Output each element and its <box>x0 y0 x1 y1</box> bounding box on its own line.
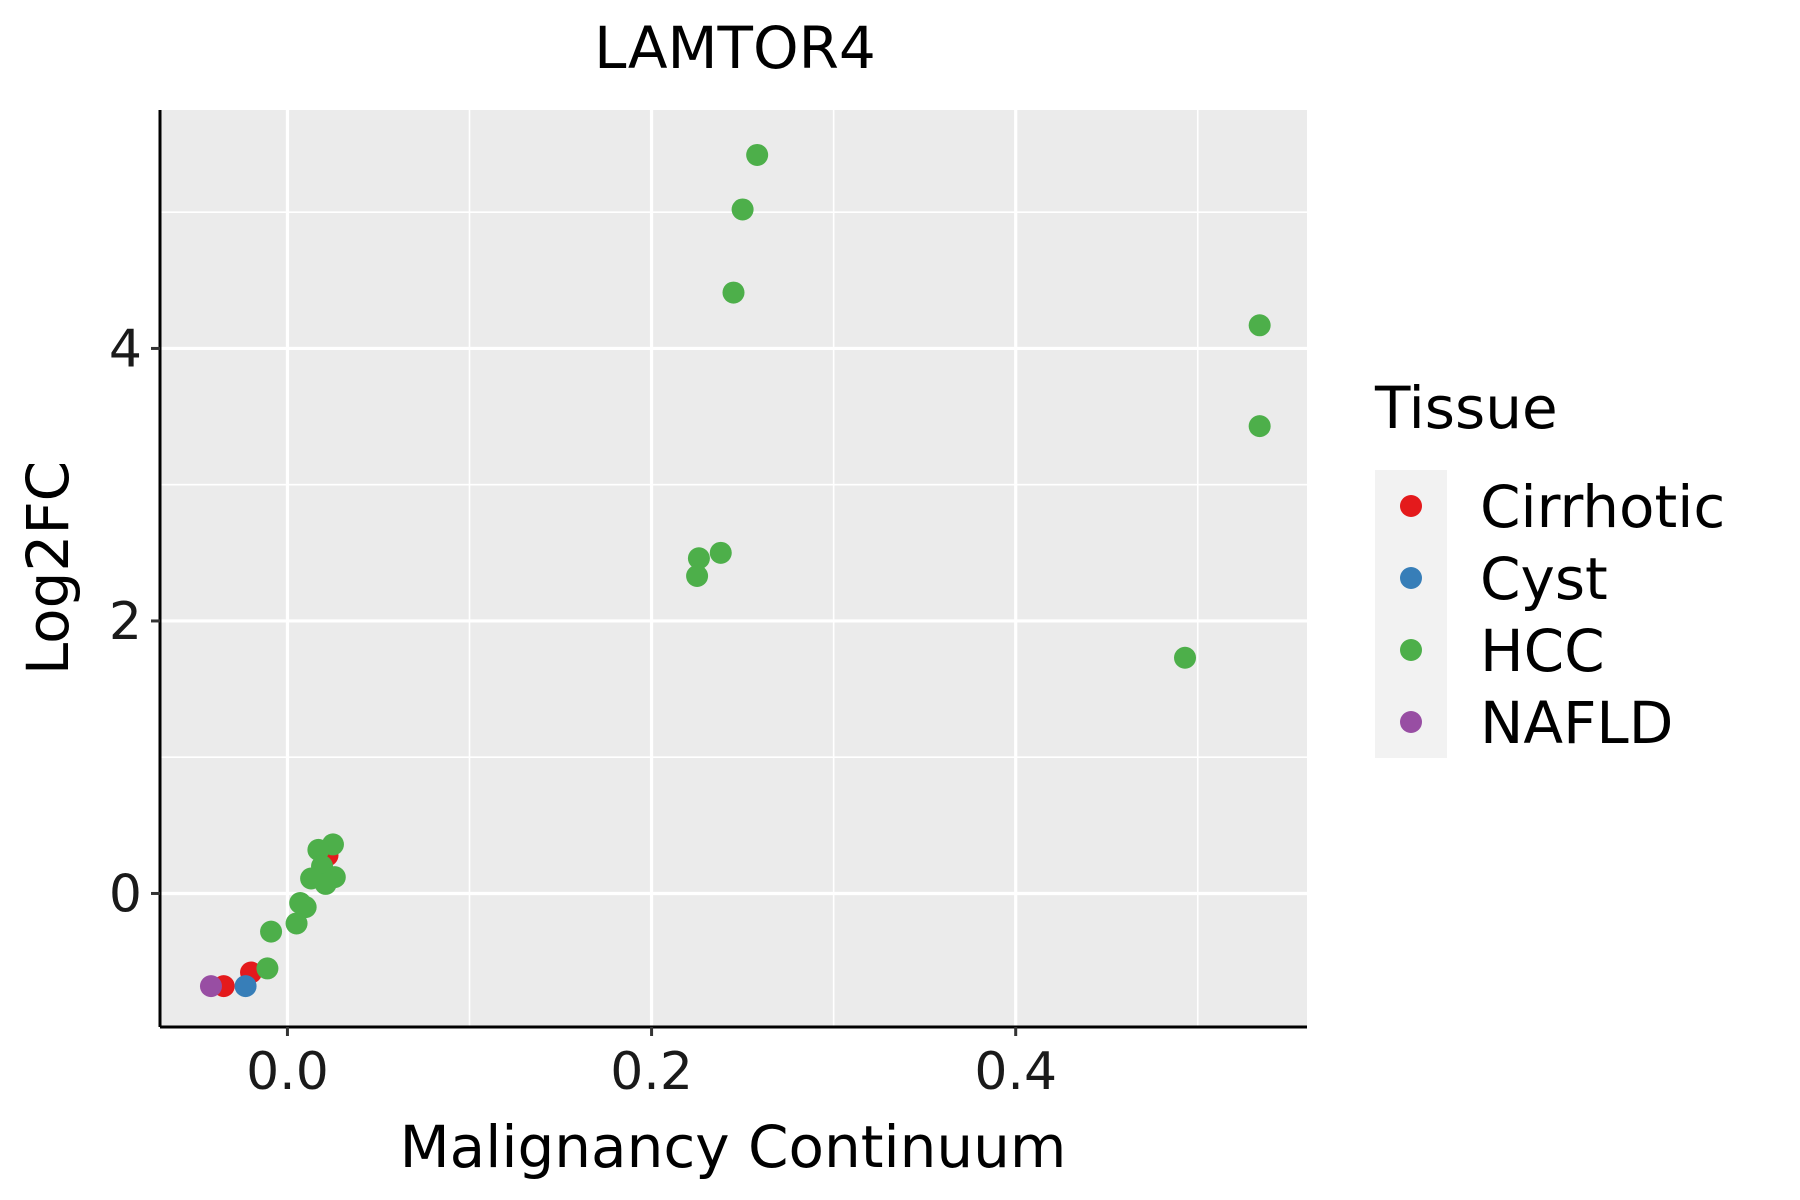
data-point-hcc <box>746 143 769 166</box>
data-point-hcc <box>260 920 283 943</box>
legend-label-nafld: NAFLD <box>1480 689 1673 757</box>
legend-key-hcc <box>1400 639 1422 661</box>
data-point-hcc <box>294 896 317 919</box>
y-tick-label: 2 <box>109 592 142 652</box>
data-point-hcc <box>731 198 754 221</box>
data-point-hcc <box>256 957 279 980</box>
data-point-hcc <box>1248 415 1271 438</box>
legend-label-cirrhotic: Cirrhotic <box>1480 473 1725 541</box>
data-point-hcc <box>686 564 709 587</box>
data-point-hcc <box>314 872 337 895</box>
data-point-hcc <box>709 541 732 564</box>
legend-label-hcc: HCC <box>1480 617 1605 685</box>
x-tick-label: 0.0 <box>246 1042 329 1102</box>
legend-key-cyst <box>1400 567 1422 589</box>
data-point-nafld <box>199 975 222 998</box>
x-axis-title: Malignancy Continuum <box>400 1113 1067 1181</box>
x-tick-label: 0.2 <box>610 1042 693 1102</box>
legend-key-nafld <box>1400 711 1422 733</box>
legend-title: Tissue <box>1374 374 1558 442</box>
x-tick-label: 0.4 <box>974 1042 1057 1102</box>
y-axis-title: Log2FC <box>14 461 82 675</box>
y-tick-label: 4 <box>109 319 142 379</box>
data-point-hcc <box>1248 314 1271 337</box>
chart-title: LAMTOR4 <box>594 14 876 82</box>
data-point-cyst <box>234 975 257 998</box>
data-point-hcc <box>1174 646 1197 669</box>
data-point-hcc <box>285 912 308 935</box>
data-point-hcc <box>722 281 745 304</box>
data-points <box>199 143 1271 998</box>
axis-ticks: 0.0 0.2 0.4 0 2 4 <box>109 319 1057 1102</box>
grid-lines <box>160 110 1307 1027</box>
legend-key-background <box>1375 470 1447 758</box>
legend-label-cyst: Cyst <box>1480 545 1608 613</box>
data-point-hcc <box>307 838 330 861</box>
legend-key-cirrhotic <box>1400 495 1422 517</box>
y-tick-label: 0 <box>109 864 142 924</box>
plot-panel <box>160 110 1307 1027</box>
data-point-hcc <box>687 547 710 570</box>
